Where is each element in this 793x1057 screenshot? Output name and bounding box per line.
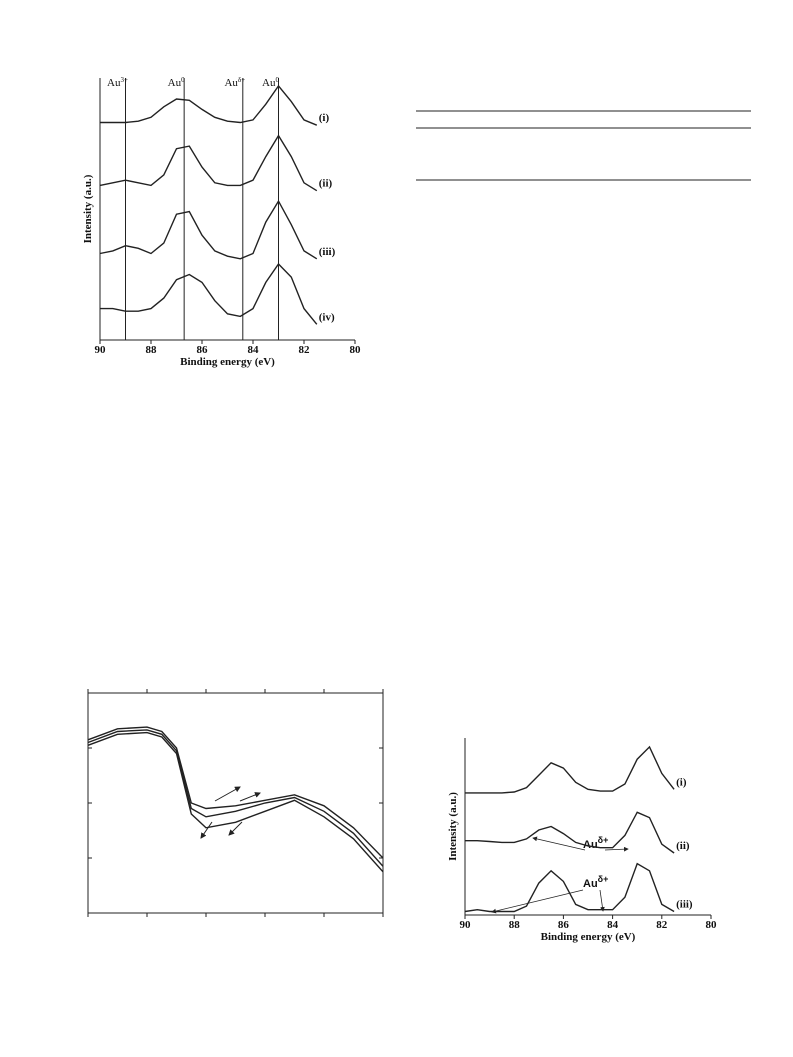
x-tick-label: 88 — [146, 344, 158, 356]
series-label: (i) — [319, 112, 330, 124]
x-tick-label: 86 — [197, 344, 209, 356]
annotation-text: Au — [224, 77, 238, 89]
x-tick-label: 86 — [558, 919, 570, 931]
series-line — [99, 134, 318, 192]
series-label: (iii) — [676, 898, 693, 910]
x-tick-label: 90 — [95, 344, 107, 356]
annotation: Au0 — [262, 76, 279, 89]
annotation-sup: 0 — [275, 76, 279, 84]
series-line — [87, 731, 384, 873]
x-axis-title: Binding energy (eV) — [180, 356, 275, 368]
x-tick-label: 80 — [350, 344, 362, 356]
x-tick-label: 84 — [248, 344, 260, 356]
annotation-text: Au — [262, 77, 276, 89]
series-label: (ii) — [319, 178, 333, 190]
x-tick-label: 82 — [299, 344, 311, 356]
arrows — [491, 836, 629, 914]
x-tick-label: 82 — [656, 919, 668, 931]
series-label: (i) — [676, 776, 687, 788]
series-line — [100, 262, 318, 325]
series-line — [87, 726, 384, 859]
series-label: (ii) — [676, 840, 690, 852]
x-axis-title: Binding energy (eV) — [541, 931, 636, 943]
x-tick-label: 80 — [706, 919, 718, 931]
x-tick-label: 84 — [607, 919, 619, 931]
annotation-sup: 3+ — [121, 76, 129, 84]
series-label: (iv) — [319, 311, 335, 323]
series-line — [465, 745, 675, 794]
annotation-text: Au — [583, 839, 598, 851]
series-line — [99, 199, 318, 260]
series-line — [464, 862, 675, 913]
annotation-text: Au — [168, 77, 182, 89]
annotation: Auδ+ — [583, 874, 608, 890]
annotation-sup: δ+ — [238, 76, 245, 84]
annotation-text: Au — [583, 878, 598, 890]
series-line — [100, 84, 318, 126]
x-tick-label: 90 — [460, 919, 472, 931]
annotation-sup: δ+ — [598, 835, 609, 845]
series-line — [465, 811, 675, 854]
series-label: (iii) — [319, 246, 336, 258]
annotation: Auδ+ — [224, 76, 245, 89]
arrows — [200, 786, 261, 839]
y-axis-title: Intensity (a.u.) — [82, 174, 94, 243]
annotation: Au3+ — [107, 76, 128, 89]
annotation-sup: δ+ — [598, 874, 609, 884]
annotation: Au0 — [168, 76, 185, 89]
annotation: Auδ+ — [583, 835, 608, 851]
annotation-sup: 0 — [181, 76, 185, 84]
series-line — [87, 729, 384, 867]
annotation-text: Au — [107, 77, 121, 89]
y-axis-title: Intensity (a.u.) — [447, 792, 459, 861]
x-tick-label: 88 — [509, 919, 521, 931]
